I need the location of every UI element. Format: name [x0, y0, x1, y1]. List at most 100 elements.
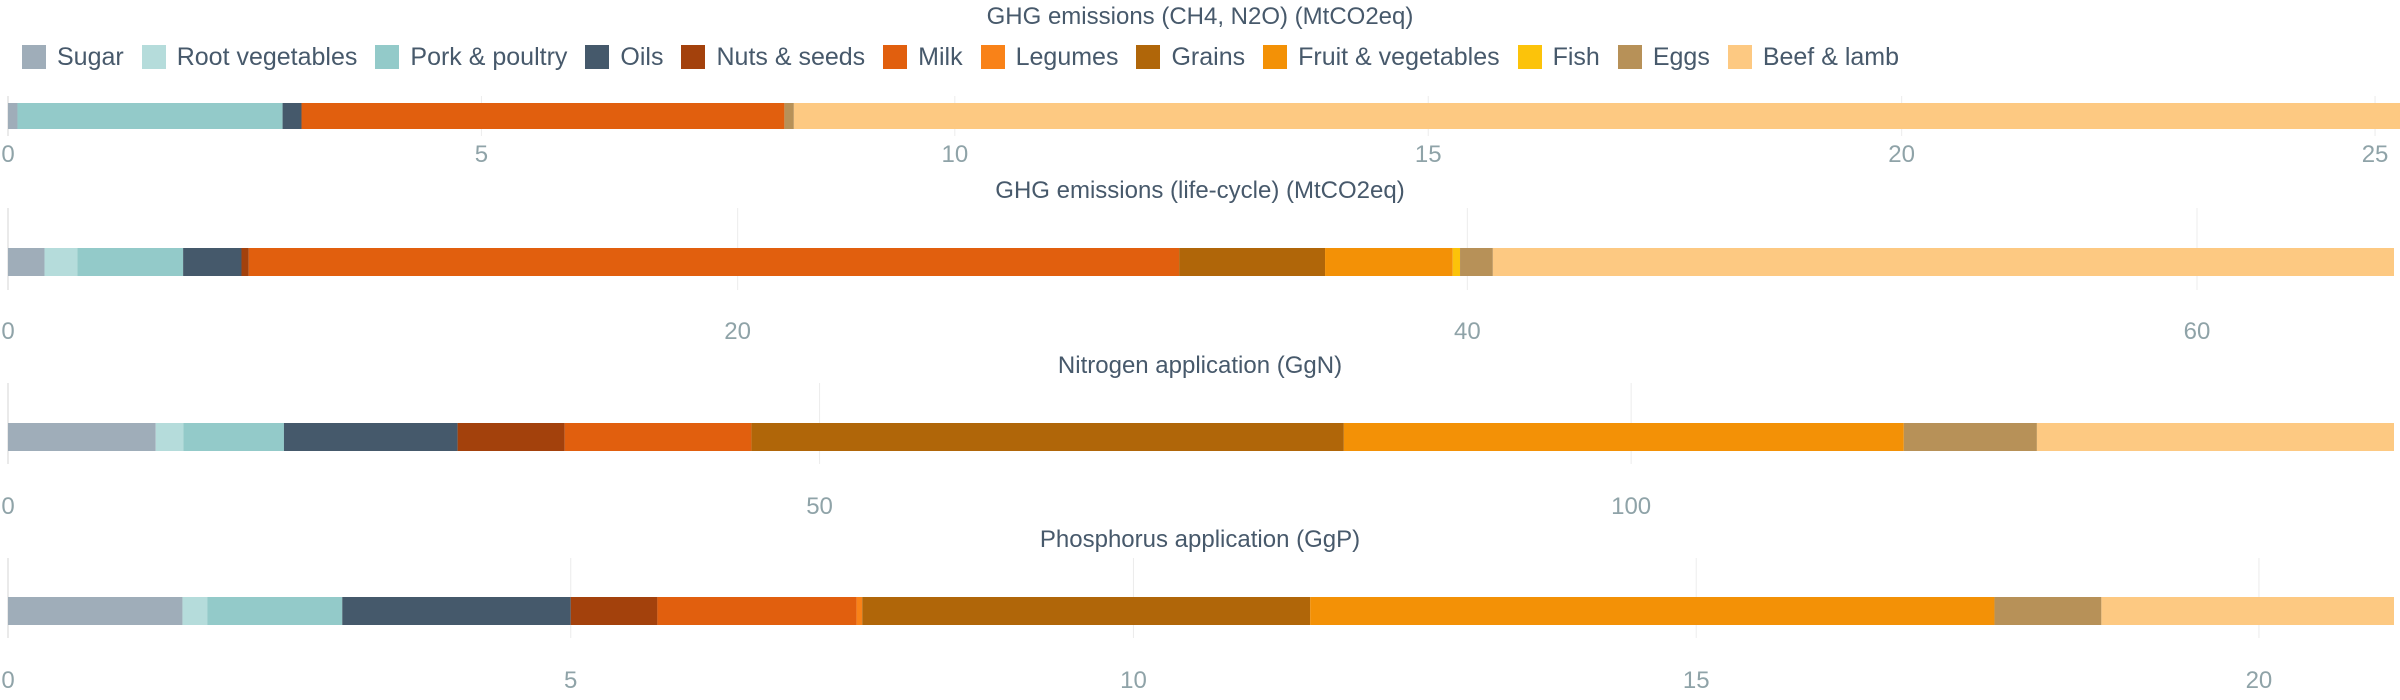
legend-label: Fruit & vegetables: [1298, 42, 1500, 71]
bar-segment: [751, 423, 1344, 451]
bar-segment: [17, 103, 283, 129]
legend-label: Oils: [620, 42, 664, 71]
legend-label: Grains: [1171, 42, 1246, 71]
bar-segment: [1310, 597, 1995, 625]
legend: Sugar Root vegetables Pork & poultry Oils Nu…: [22, 42, 1917, 72]
legend-item[interactable]: Fruit & vegetables: [1263, 43, 1500, 72]
legend-label: Sugar: [57, 42, 124, 71]
legend-swatch: [1517, 45, 1542, 69]
bar-segment: [1343, 423, 1904, 451]
bar-segment: [77, 248, 184, 276]
bar-segment: [457, 423, 565, 451]
legend-swatch: [1136, 45, 1161, 69]
bar-segment: [44, 248, 78, 276]
bar-segment: [657, 597, 857, 625]
bar-segment: [1994, 597, 2102, 625]
bar-segment: [283, 423, 458, 451]
bar-segment: [1325, 248, 1453, 276]
legend-item[interactable]: Milk: [883, 42, 963, 72]
bar-segment: [207, 597, 343, 625]
tick-label: 40: [1454, 318, 1481, 345]
bar-segment: [1452, 248, 1461, 276]
tick-label: 0: [1, 141, 14, 168]
bar-segment: [8, 103, 18, 129]
tick-label: 25: [2362, 141, 2389, 168]
legend-swatch: [375, 45, 400, 69]
legend-item[interactable]: Nuts & seeds: [681, 43, 865, 72]
legend-item[interactable]: Eggs: [1617, 42, 1710, 72]
bar-segment: [8, 423, 156, 451]
tick-label: 60: [2184, 318, 2211, 345]
tick-label: 20: [1888, 141, 1915, 168]
legend-item[interactable]: Sugar: [22, 43, 124, 72]
legend-label: Root vegetables: [176, 42, 358, 71]
bar-segment: [183, 248, 242, 276]
bar-segment: [248, 248, 1180, 276]
bar-segment: [2101, 597, 2394, 625]
bar-segment: [1903, 423, 2037, 451]
bar-segment: [862, 597, 1311, 625]
bar-segment: [8, 597, 183, 625]
bar-segment: [564, 423, 752, 451]
bar-segment: [342, 597, 571, 625]
legend-item[interactable]: Root vegetables: [141, 42, 358, 72]
tick-label: 50: [806, 493, 833, 520]
chart-title: Phosphorus application (GgP): [1040, 526, 1360, 553]
tick-label: 10: [941, 141, 968, 168]
tick-label: 5: [475, 141, 488, 168]
legend-item[interactable]: Oils: [585, 43, 663, 72]
tick-label: 15: [1683, 667, 1710, 694]
legend-swatch: [1263, 45, 1288, 69]
tick-label: 0: [1, 318, 14, 345]
tick-label: 10: [1120, 667, 1147, 694]
bar-segment: [856, 597, 863, 625]
bar-segment: [301, 103, 785, 129]
legend-item[interactable]: Legumes: [980, 42, 1119, 72]
chart-title: GHG emissions (CH4, N2O) (MtCO2eq): [987, 3, 1414, 30]
chart-title: Nitrogen application (GgN): [1058, 352, 1342, 379]
legend-label: Fish: [1552, 42, 1600, 71]
legend-label: Nuts & seeds: [716, 42, 866, 71]
legend-label: Legumes: [1015, 42, 1119, 71]
legend-swatch: [585, 45, 610, 69]
legend-swatch: [22, 45, 46, 69]
bar-segment: [570, 597, 658, 625]
tick-label: 20: [724, 318, 751, 345]
bar-segment: [282, 103, 302, 129]
legend-swatch: [980, 45, 1005, 69]
bar-segment: [8, 248, 45, 276]
chart-title: GHG emissions (life-cycle) (MtCO2eq): [995, 177, 1404, 204]
tick-label: 15: [1415, 141, 1442, 168]
legend-swatch: [883, 45, 908, 69]
legend-label: Pork & poultry: [410, 42, 568, 71]
tick-label: 20: [2246, 667, 2273, 694]
bar-segment: [1179, 248, 1326, 276]
chart-panel: Phosphorus application (GgP) 0 5 10 15 20: [1, 526, 2394, 694]
chart-panel: GHG emissions (CH4, N2O) (MtCO2eq) 0 5 10 15…: [1, 3, 2400, 168]
legend-label: Beef & lamb: [1762, 42, 1900, 71]
legend-item[interactable]: Pork & poultry: [375, 43, 567, 72]
legend-swatch: [1617, 45, 1642, 69]
legend-label: Eggs: [1652, 42, 1710, 71]
chart-panel: GHG emissions (life-cycle) (MtCO2eq) 0 20 4…: [1, 177, 2394, 345]
legend-item[interactable]: Beef & lamb: [1727, 42, 1900, 72]
legend-item[interactable]: Fish: [1517, 42, 1600, 72]
legend-label: Milk: [918, 42, 963, 71]
bar-segment: [241, 248, 249, 276]
tick-label: 0: [1, 667, 14, 694]
chart-panel: Nitrogen application (GgN) 0 50 100: [1, 352, 2394, 520]
bar-segment: [1492, 248, 2394, 276]
legend-swatch: [1727, 45, 1752, 69]
bar-segment: [793, 103, 2400, 129]
tick-label: 5: [564, 667, 577, 694]
legend-item[interactable]: Grains: [1136, 43, 1245, 72]
bar-segment: [2036, 423, 2394, 451]
legend-swatch: [141, 45, 166, 69]
bar-segment: [183, 423, 284, 451]
legend-swatch: [681, 45, 706, 69]
tick-label: 100: [1611, 493, 1651, 520]
tick-label: 0: [1, 493, 14, 520]
bar-segment: [182, 597, 208, 625]
bar-segment: [155, 423, 184, 451]
